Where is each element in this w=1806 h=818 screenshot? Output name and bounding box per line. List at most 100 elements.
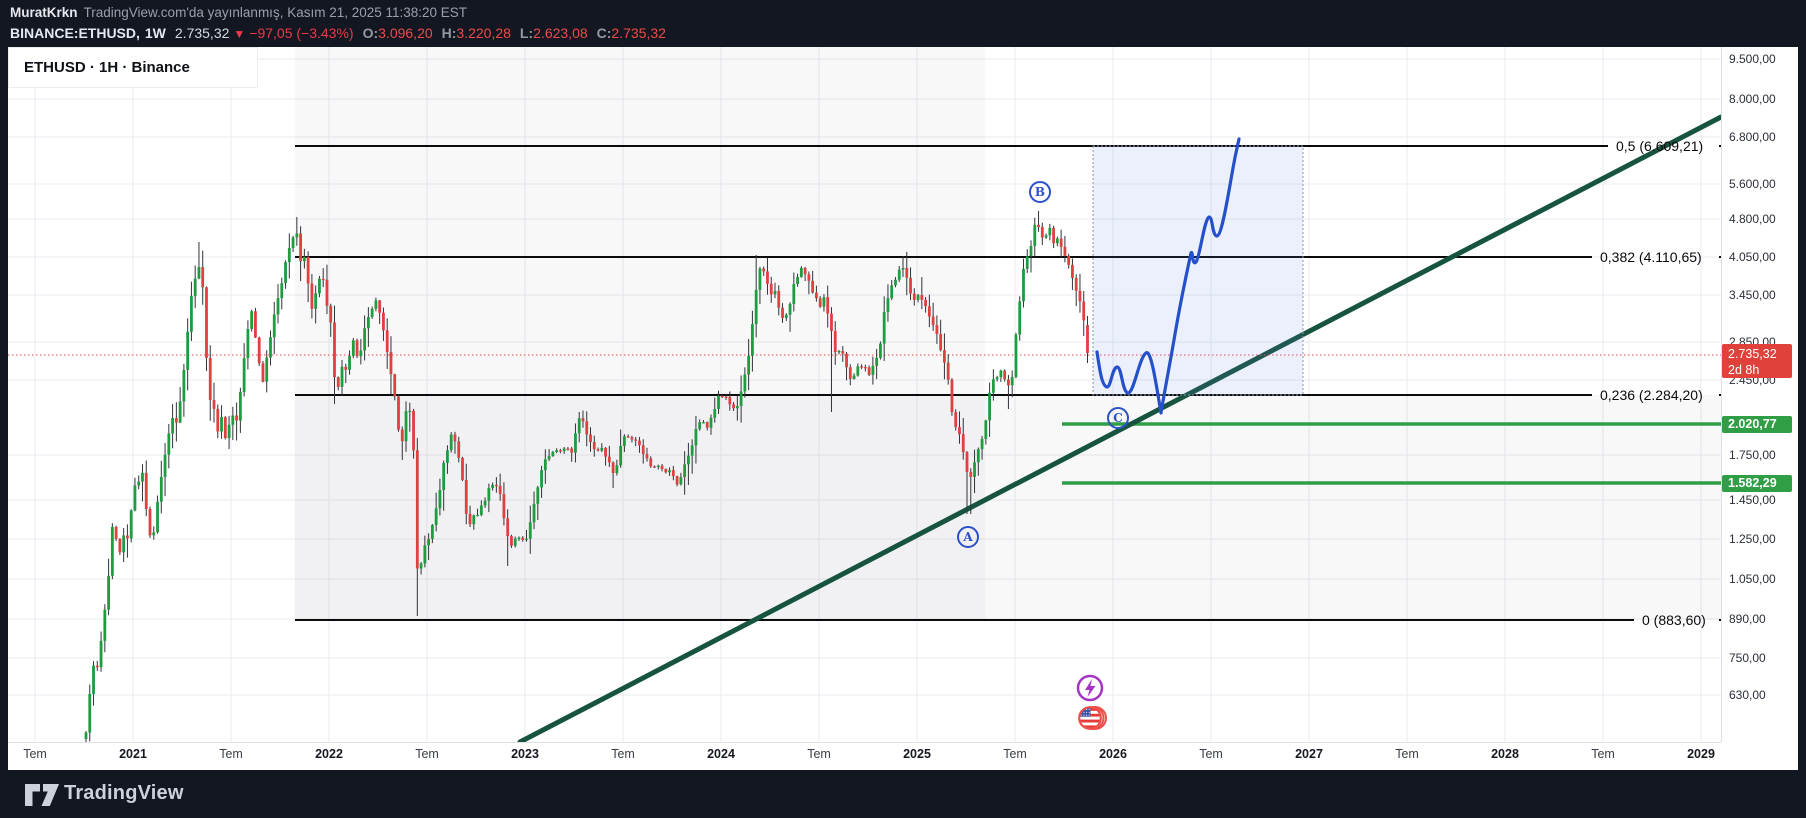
symbol-name: BINANCE:ETHUSD,: [10, 25, 140, 41]
elliott-wave-label-a[interactable]: A: [957, 526, 979, 548]
candle-up: [302, 256, 306, 262]
candle-down: [845, 353, 848, 368]
author-name: MuratKrkn: [10, 5, 78, 20]
candle-down: [803, 267, 807, 275]
candle-up: [1048, 227, 1052, 236]
candle-down: [510, 536, 513, 546]
candle-down: [924, 299, 927, 307]
candle-up: [517, 537, 521, 539]
candle-up: [988, 392, 991, 421]
candle-down: [494, 484, 498, 487]
candle-down: [626, 436, 630, 438]
candle-up: [747, 355, 751, 375]
elliott-wave-label-c[interactable]: C: [1107, 407, 1129, 429]
candle-down: [344, 366, 348, 370]
candle-down: [585, 421, 589, 435]
candle-down: [502, 494, 506, 519]
candle-down: [675, 476, 679, 485]
candle-down: [1071, 264, 1074, 278]
candle-down: [611, 462, 615, 474]
candle-down: [664, 469, 668, 473]
candle-down: [1067, 255, 1071, 265]
candle-up: [129, 510, 133, 539]
candle-down: [306, 256, 310, 284]
price-axis-label: 750,00: [1729, 651, 1766, 665]
candle-up: [525, 538, 528, 541]
projection-target-box[interactable]: [1092, 145, 1304, 396]
plot-area[interactable]: [8, 47, 1721, 759]
candle-up: [152, 532, 156, 536]
candle-up: [698, 422, 702, 430]
candle-up: [551, 452, 555, 457]
open-label: O:: [362, 25, 379, 41]
candle-down: [144, 472, 148, 509]
time-axis-month-label: Tem: [1003, 747, 1027, 761]
candle-down: [412, 410, 415, 451]
candle-up: [901, 268, 905, 270]
candle-down: [641, 445, 645, 455]
candle-up: [758, 268, 762, 290]
candle-down: [453, 434, 457, 442]
candle-up: [340, 366, 344, 387]
candle-down: [607, 456, 611, 463]
price-axis-label: 1.750,00: [1729, 448, 1776, 462]
candle-down: [705, 422, 709, 428]
candle-down: [818, 298, 822, 307]
candle-up: [374, 300, 378, 309]
candle-down: [781, 307, 784, 319]
fib-level-label: 0,236 (2.284,20): [1600, 387, 1703, 403]
high-value: 3.220,28: [456, 25, 511, 41]
candle-down: [939, 334, 943, 351]
candle-down: [762, 268, 766, 272]
publish-text: TradingView.com'da yayınlanmış, Kasım 21…: [83, 5, 468, 20]
tradingview-logo-icon[interactable]: [24, 783, 60, 807]
candle-up: [709, 417, 713, 428]
candle-up: [159, 476, 163, 502]
candle-down: [720, 395, 724, 397]
candle-up: [976, 449, 980, 463]
candle-up: [408, 410, 412, 413]
time-axis-month-label: Tem: [807, 747, 831, 761]
candle-down: [660, 465, 664, 470]
us-flag-event-icon[interactable]: [1080, 708, 1100, 728]
candle-up: [532, 503, 536, 523]
price-axis-label: 4.800,00: [1729, 212, 1776, 226]
candle-up: [280, 283, 284, 299]
last-price-badge: 2.735,32 2d 8h: [1722, 344, 1792, 378]
candle-up: [430, 525, 434, 539]
candle-up: [890, 285, 894, 299]
candle-down: [148, 508, 152, 536]
candle-down: [935, 325, 939, 335]
alert-price-badge[interactable]: 2.020,77: [1722, 415, 1792, 433]
candle-up: [894, 279, 897, 286]
candle-down: [581, 418, 585, 422]
candle-up: [796, 276, 799, 284]
candle-up: [246, 328, 250, 359]
candle-up: [491, 484, 495, 489]
candle-down: [954, 412, 958, 428]
candle-up: [702, 422, 705, 424]
candle-up: [269, 337, 272, 358]
price-axis-label: 9.500,00: [1729, 52, 1776, 66]
candle-up: [513, 538, 517, 546]
candle-up: [84, 732, 88, 739]
candle-down: [1052, 227, 1056, 244]
candle-down: [558, 450, 562, 452]
ascending-trendline[interactable]: [517, 114, 1721, 742]
candle-down: [299, 233, 303, 262]
candle-down: [333, 322, 336, 378]
candle-up: [668, 470, 671, 473]
elliott-wave-label-b[interactable]: B: [1029, 181, 1051, 203]
candle-down: [912, 293, 916, 300]
candle-up: [99, 640, 103, 668]
candle-up: [265, 357, 269, 382]
projected-path-drawing[interactable]: [1095, 137, 1241, 415]
candle-up: [886, 298, 890, 312]
candle-up: [1044, 235, 1048, 238]
candle-down: [732, 404, 735, 409]
lightning-bolt-glyph: [1085, 679, 1096, 697]
alert-price-badge[interactable]: 1.582,29: [1722, 474, 1792, 492]
candle-up: [679, 477, 683, 485]
tradingview-brand[interactable]: TradingView: [64, 782, 184, 804]
